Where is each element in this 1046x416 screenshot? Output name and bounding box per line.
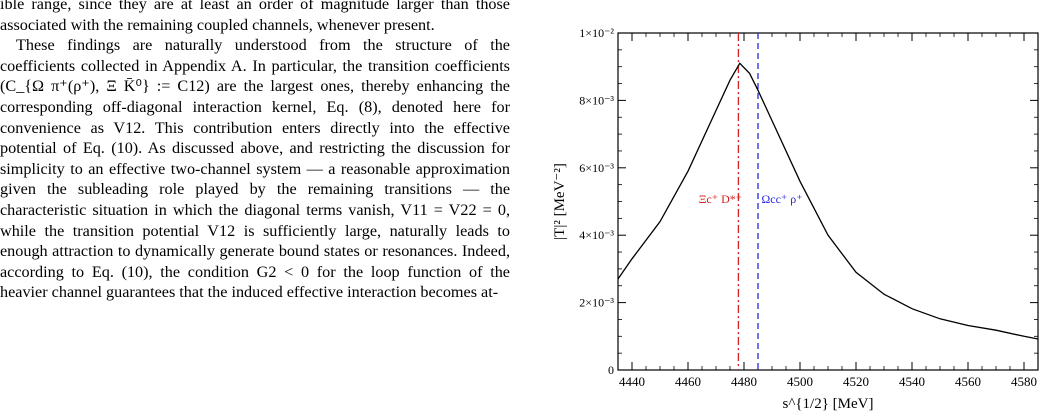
amplitude-curve [617, 62, 1039, 340]
paragraph-1-text: ible range, since they are at least an o… [0, 0, 510, 34]
y-tick-label: 0 [608, 363, 614, 377]
x-tick-label: 4560 [955, 374, 981, 389]
threshold-label: Ωcc⁺ ρ⁺ [761, 192, 802, 206]
plot-frame [617, 32, 1039, 371]
y-axis-label: |T|² [MeV⁻²] [552, 163, 568, 240]
x-tick-label: 4460 [675, 374, 701, 389]
x-tick-label: 4500 [787, 374, 813, 389]
paragraph-1: ible range, since they are at least an o… [0, 0, 510, 35]
y-tick-label: 1×10⁻² [579, 26, 614, 40]
y-tick-label: 2×10⁻³ [579, 296, 614, 310]
amplitude-figure: 4440 4460 4480 4500 4520 4540 4560 4580 0 2×10⁻³ 4… [552, 26, 1039, 412]
x-tick-label: 4480 [731, 374, 757, 389]
paper-text-column: ible range, since they are at least an o… [0, 0, 510, 303]
x-tick-label: 4580 [1011, 374, 1037, 389]
y-tick-label: 6×10⁻³ [579, 161, 614, 175]
y-tick-label: 4×10⁻³ [579, 228, 614, 242]
x-axis-label: s^{1/2} [MeV] [782, 396, 873, 412]
x-tick-label: 4540 [899, 374, 925, 389]
paragraph-2-text: These findings are naturally understood … [0, 36, 510, 302]
threshold-label: Ξc⁺ D*⁺ [699, 192, 742, 206]
paragraph-2: These findings are naturally understood … [0, 35, 510, 303]
x-tick-label: 4440 [619, 374, 645, 389]
y-tick-label: 8×10⁻³ [579, 93, 614, 107]
x-tick-label: 4520 [843, 374, 869, 389]
